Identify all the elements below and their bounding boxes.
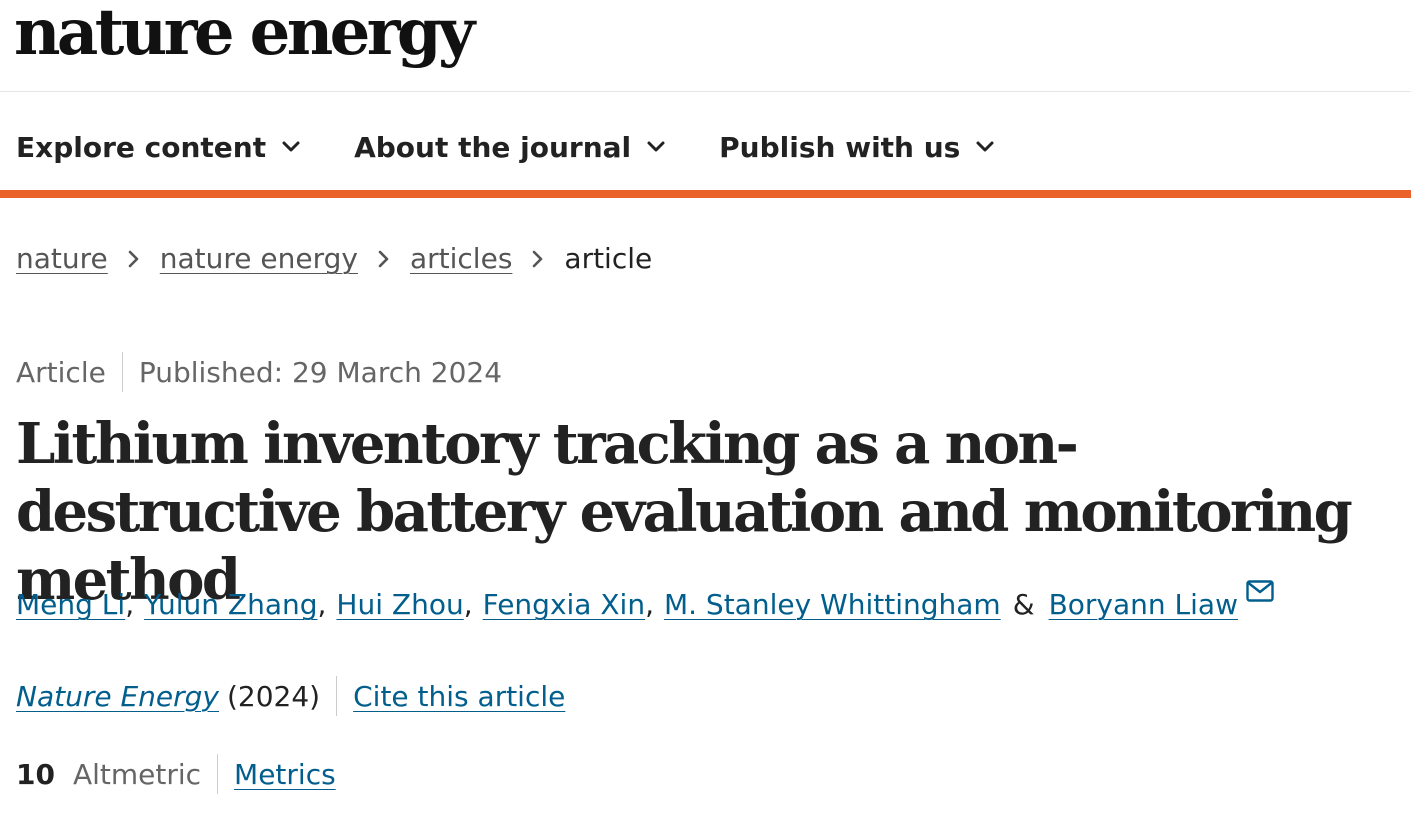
divider (336, 676, 338, 716)
breadcrumb-link-nature[interactable]: nature (16, 242, 108, 275)
author-ampersand: & (1012, 588, 1035, 621)
chevron-down-icon (647, 141, 665, 152)
author-separator: , (317, 588, 327, 621)
breadcrumb-link-nature-energy[interactable]: nature energy (159, 242, 358, 275)
article-title: Lithium inventory tracking as a non-dest… (16, 411, 1353, 613)
journal-info: Nature Energy (2024) Cite this article (16, 676, 565, 716)
chevron-right-icon (128, 250, 139, 267)
cite-article-link[interactable]: Cite this article (353, 679, 566, 713)
chevron-right-icon (533, 250, 543, 267)
nav-item-label: Publish with us (719, 130, 961, 164)
chevron-down-icon (976, 141, 994, 152)
nav-about-journal[interactable]: About the journal (354, 120, 667, 174)
chevron-down-icon (282, 141, 300, 152)
altmetric-count: 10 (16, 757, 55, 791)
nav-publish-with-us[interactable]: Publish with us (719, 120, 996, 174)
journal-year: (2024) (227, 679, 321, 713)
author-link[interactable]: Yulun Zhang (144, 588, 318, 621)
author-separator: , (463, 588, 473, 621)
breadcrumb-link-articles[interactable]: articles (409, 242, 513, 275)
author-separator: , (125, 588, 135, 621)
journal-link[interactable]: Nature Energy (16, 679, 219, 713)
author-link[interactable]: M. Stanley Whittingham (663, 588, 1001, 621)
author-link[interactable]: Meng Li (16, 588, 126, 621)
author-separator: , (645, 588, 654, 621)
mail-icon[interactable] (1246, 579, 1274, 602)
nav-explore-content[interactable]: Explore content (16, 120, 302, 174)
article-meta: Article Published: 29 March 2024 (16, 352, 502, 392)
chevron-right-icon (378, 250, 389, 267)
author-link[interactable]: Fengxia Xin (482, 588, 646, 621)
breadcrumb: nature nature energy articles article (16, 242, 652, 275)
author-link[interactable]: Hui Zhou (336, 588, 464, 621)
author-list: Meng Li, Yulun Zhang, Hui Zhou, Fengxia … (16, 579, 1274, 621)
main-nav: Explore content About the journal Publis… (0, 92, 1411, 198)
nav-item-label: Explore content (16, 130, 267, 164)
divider (121, 352, 123, 392)
article-type: Article (16, 355, 106, 389)
published-date: Published: 29 March 2024 (138, 355, 503, 389)
journal-logo[interactable]: nature energy (14, 0, 475, 70)
author-link[interactable]: Boryann Liaw (1048, 588, 1238, 621)
breadcrumb-current: article (564, 242, 653, 275)
divider (217, 754, 219, 794)
nav-item-label: About the journal (354, 130, 632, 164)
site-header: nature energy (0, 0, 1411, 92)
metrics-info: 10 Altmetric Metrics (16, 754, 336, 794)
metrics-link[interactable]: Metrics (234, 757, 336, 791)
altmetric-label: Altmetric (72, 757, 202, 791)
